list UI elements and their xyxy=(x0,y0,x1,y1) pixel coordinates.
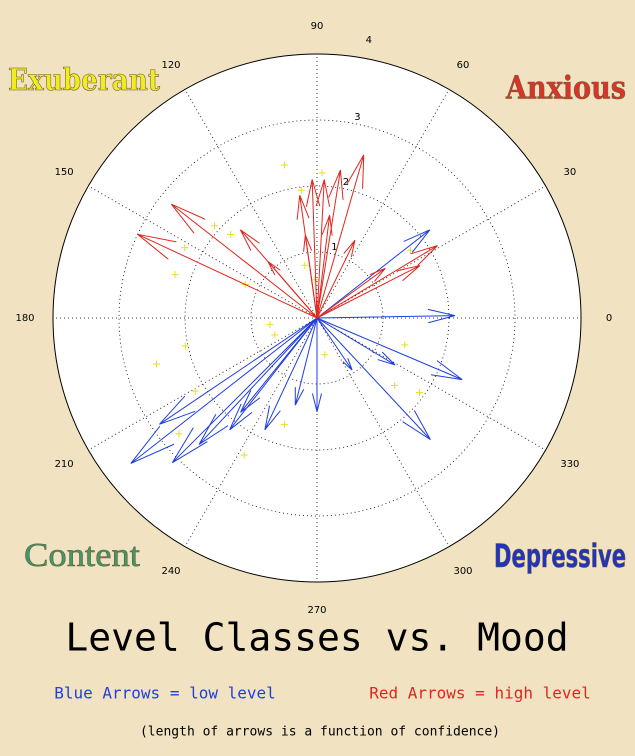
outer-ring xyxy=(52,53,582,583)
arrow xyxy=(316,239,356,319)
arrow xyxy=(130,317,318,464)
grid-spoke xyxy=(316,317,450,547)
theta-tick-label: 90 xyxy=(311,21,324,32)
arrow xyxy=(137,233,318,319)
point xyxy=(280,161,288,169)
grid-spoke xyxy=(88,317,318,451)
arrow xyxy=(315,179,331,319)
theta-tick-label: 120 xyxy=(161,60,180,71)
point xyxy=(406,246,414,254)
arrow xyxy=(198,317,318,445)
point xyxy=(280,421,288,429)
r-tick-label: 1 xyxy=(331,242,337,253)
arrow xyxy=(316,169,344,319)
arrow xyxy=(305,179,321,319)
point xyxy=(210,222,218,230)
arrow xyxy=(170,203,318,319)
arrow xyxy=(311,318,323,412)
theta-tick-label: 30 xyxy=(564,167,577,178)
theta-tick-label: 0 xyxy=(606,313,612,324)
point xyxy=(227,231,235,239)
point xyxy=(191,387,199,395)
chart-title: Level Classes vs. Mood xyxy=(65,616,568,660)
theta-tick-label: 180 xyxy=(15,313,34,324)
point xyxy=(240,451,248,459)
grid-spoke xyxy=(88,185,318,319)
theta-tick-label: 60 xyxy=(457,60,470,71)
theta-tick-label: 210 xyxy=(55,459,74,470)
note: (length of arrows is a function of confi… xyxy=(140,725,500,740)
point xyxy=(318,169,326,177)
r-tick-label: 4 xyxy=(366,35,372,46)
arrow xyxy=(316,229,431,319)
arrow xyxy=(240,317,318,413)
point xyxy=(301,261,309,269)
point xyxy=(266,321,274,329)
arrow xyxy=(316,265,421,319)
point xyxy=(181,342,189,350)
arrow xyxy=(264,317,318,431)
mood-label: Depressive xyxy=(494,537,626,575)
point xyxy=(171,271,179,279)
grid-ring xyxy=(118,119,516,517)
grid-spoke xyxy=(184,317,318,547)
point xyxy=(391,382,399,390)
arrow xyxy=(316,154,365,319)
point xyxy=(297,186,305,194)
arrow xyxy=(159,317,318,425)
polar-plot: 1 2 3 4 0 30 60 90 120 150 180 210 240 270 300 330 xyxy=(15,21,612,616)
arrow xyxy=(316,317,353,371)
point xyxy=(416,388,424,396)
arrow xyxy=(294,317,318,406)
point xyxy=(152,360,160,368)
arrow xyxy=(171,317,318,464)
arrow xyxy=(316,308,456,324)
r-tick-label: 2 xyxy=(343,177,349,188)
theta-tick-label: 150 xyxy=(55,167,74,178)
theta-tick-label: 330 xyxy=(560,459,579,470)
point xyxy=(181,244,189,252)
arrow xyxy=(316,267,386,319)
arrow xyxy=(267,261,318,319)
grid-spoke xyxy=(184,89,318,319)
point xyxy=(321,351,329,359)
arrow xyxy=(316,317,463,381)
arrow xyxy=(316,214,333,319)
point xyxy=(271,331,279,339)
grid-spoke xyxy=(316,317,546,451)
point xyxy=(311,276,319,284)
grid-spoke xyxy=(316,89,450,319)
arrow xyxy=(303,234,318,319)
theta-tick-label: 300 xyxy=(453,566,472,577)
grid-ring xyxy=(250,251,384,385)
legend-entry: Blue Arrows = low level xyxy=(54,684,276,703)
point xyxy=(401,341,409,349)
mood-label: Anxious xyxy=(505,69,626,107)
mood-label: Exuberant xyxy=(8,63,160,98)
arrow xyxy=(316,317,431,441)
legend-entry: Red Arrows = high level xyxy=(369,684,591,703)
theta-tick-label: 240 xyxy=(161,566,180,577)
point xyxy=(175,430,183,438)
r-tick-label: 3 xyxy=(354,112,360,123)
mood-label: Content xyxy=(24,537,141,574)
arrow xyxy=(316,245,438,319)
arrow xyxy=(316,317,396,366)
theta-tick-label: 270 xyxy=(307,605,326,616)
grid-spoke xyxy=(316,185,546,319)
